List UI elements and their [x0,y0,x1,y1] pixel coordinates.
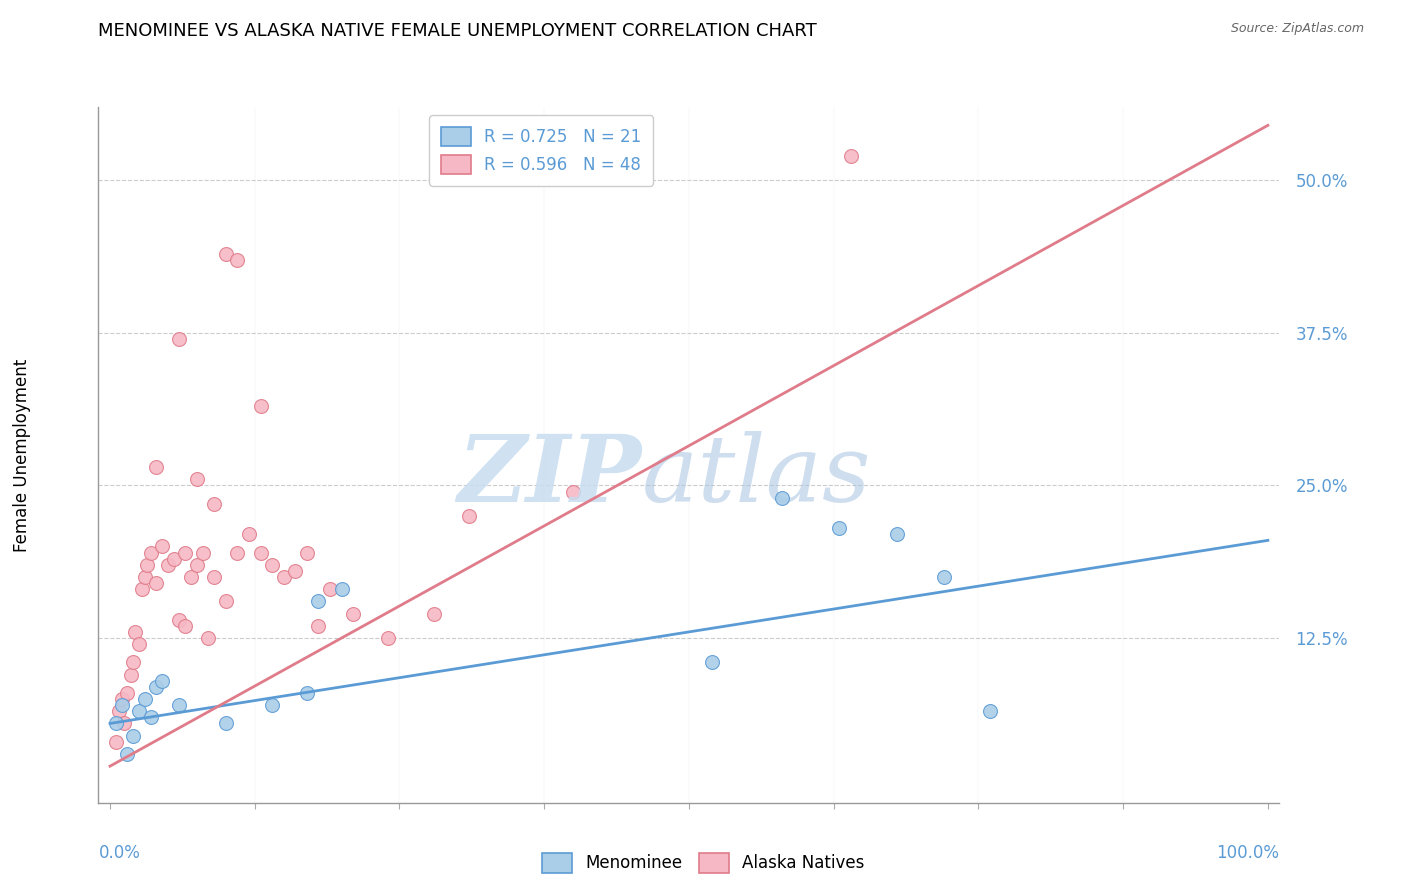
Point [202,497,225,511]
Point [163,551,186,566]
Point [128,704,150,718]
Point [134,692,156,706]
Point [120,667,142,681]
Point [139,710,162,724]
Point [169,613,191,627]
Point [226,252,249,267]
Point [828,521,851,535]
Point [377,631,399,645]
Point [562,484,585,499]
Point [262,698,284,713]
Point [295,545,318,559]
Point [104,735,127,749]
Point [136,558,159,572]
Legend: Menominee, Alaska Natives: Menominee, Alaska Natives [534,847,872,880]
Point [319,582,342,597]
Text: MENOMINEE VS ALASKA NATIVE FEMALE UNEMPLOYMENT CORRELATION CHART: MENOMINEE VS ALASKA NATIVE FEMALE UNEMPL… [98,22,817,40]
Point [295,686,318,700]
Point [124,624,146,639]
Point [932,570,955,584]
Point [423,607,446,621]
Text: 0.0%: 0.0% [98,845,141,863]
Point [131,582,153,597]
Text: 100.0%: 100.0% [1216,845,1279,863]
Text: atlas: atlas [641,431,872,521]
Point [139,545,162,559]
Point [180,570,202,584]
Point [174,545,197,559]
Point [191,545,214,559]
Point [215,246,238,260]
Point [215,594,238,608]
Point [112,716,135,731]
Point [262,558,284,572]
Point [330,582,353,597]
Point [307,594,329,608]
Point [110,698,132,713]
Point [156,558,179,572]
Point [169,698,191,713]
Point [770,491,793,505]
Point [186,472,208,486]
Point [979,704,1001,718]
Point [839,149,862,163]
Point [700,656,723,670]
Point [186,558,208,572]
Point [145,680,167,694]
Point [169,332,191,346]
Point [150,673,173,688]
Point [197,631,219,645]
Point [110,692,132,706]
Point [108,704,131,718]
Text: Source: ZipAtlas.com: Source: ZipAtlas.com [1230,22,1364,36]
Point [174,619,197,633]
Point [307,619,329,633]
Point [249,545,271,559]
Text: Female Unemployment: Female Unemployment [13,359,31,551]
Text: ZIP: ZIP [457,431,641,521]
Point [117,747,139,761]
Point [134,570,156,584]
Point [145,576,167,591]
Point [128,637,150,651]
Point [202,570,225,584]
Point [284,564,307,578]
Point [215,716,238,731]
Legend: R = 0.725   N = 21, R = 0.596   N = 48: R = 0.725 N = 21, R = 0.596 N = 48 [429,115,654,186]
Point [273,570,295,584]
Point [122,729,145,743]
Point [104,716,127,731]
Point [150,540,173,554]
Point [226,545,249,559]
Point [145,460,167,475]
Point [342,607,364,621]
Point [458,508,481,523]
Point [249,399,271,413]
Point [886,527,908,541]
Point [117,686,139,700]
Point [122,656,145,670]
Point [238,527,260,541]
